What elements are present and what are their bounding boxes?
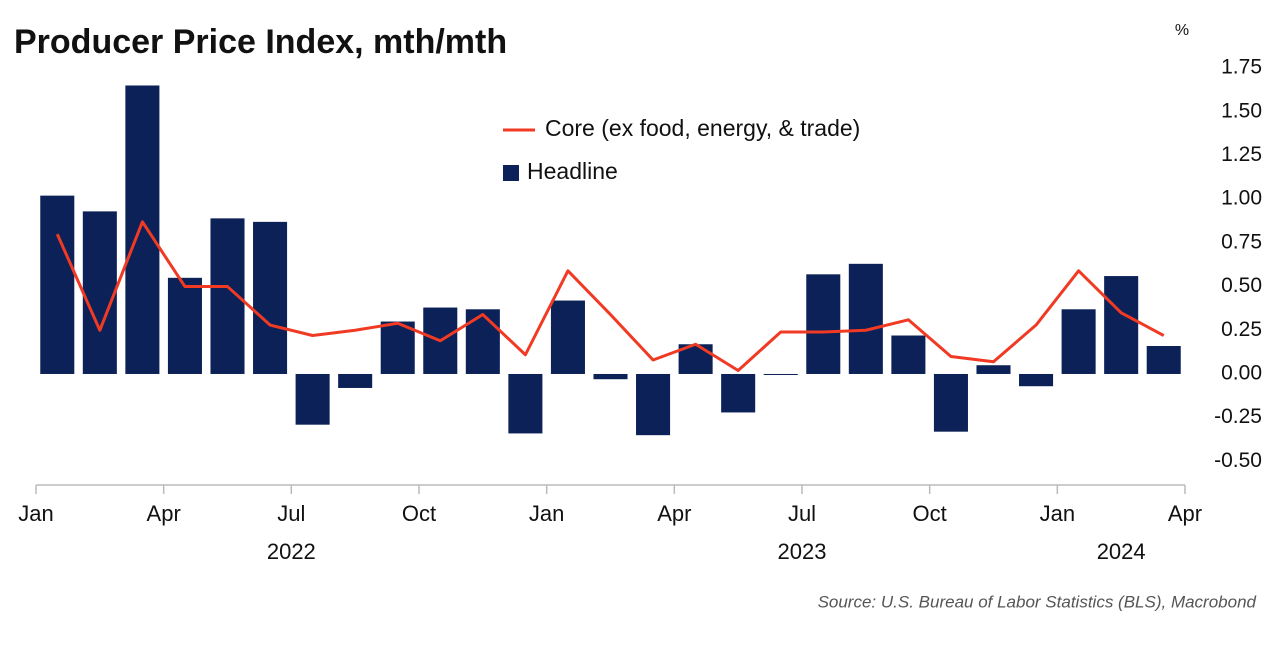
bar bbox=[508, 373, 543, 434]
y-tick-label: 1.00 bbox=[1221, 187, 1262, 210]
y-tick-label: 1.50 bbox=[1221, 99, 1262, 122]
x-tick-label: Jul bbox=[277, 501, 305, 526]
bar bbox=[1019, 373, 1054, 387]
chart-title: Producer Price Index, mth/mth bbox=[14, 23, 507, 61]
bar bbox=[593, 373, 628, 380]
y-unit: % bbox=[1175, 22, 1189, 39]
bar bbox=[550, 300, 585, 374]
y-tick-label: 1.75 bbox=[1221, 56, 1262, 79]
x-tick-label: Apr bbox=[657, 501, 691, 526]
bar bbox=[1061, 309, 1096, 374]
legend-label: Core (ex food, energy, & trade) bbox=[545, 115, 860, 141]
bar bbox=[721, 373, 756, 413]
bar bbox=[763, 373, 798, 375]
legend-swatch bbox=[503, 165, 519, 181]
bar bbox=[167, 277, 202, 374]
x-tick-label: Jan bbox=[1040, 501, 1075, 526]
bar bbox=[465, 309, 500, 374]
core-line bbox=[55, 220, 1165, 372]
bar bbox=[848, 263, 883, 374]
y-tick-label: 1.25 bbox=[1221, 143, 1262, 166]
y-tick-label: 0.75 bbox=[1221, 230, 1262, 253]
bar bbox=[891, 335, 926, 374]
year-label: 2022 bbox=[267, 539, 316, 564]
bar bbox=[295, 373, 330, 425]
bar bbox=[976, 365, 1011, 374]
x-tick-label: Oct bbox=[402, 501, 436, 526]
x-tick-label: Apr bbox=[147, 501, 181, 526]
bar bbox=[125, 85, 160, 374]
y-tick-label: -0.25 bbox=[1214, 405, 1262, 428]
y-tick-label: 0.00 bbox=[1221, 362, 1262, 385]
x-tick-label: Jan bbox=[18, 501, 53, 526]
year-label: 2024 bbox=[1097, 539, 1146, 564]
legend-label: Headline bbox=[527, 158, 618, 184]
year-label: 2023 bbox=[778, 539, 827, 564]
bar bbox=[1104, 276, 1139, 374]
x-tick-label: Apr bbox=[1168, 501, 1202, 526]
source-note: Source: U.S. Bureau of Labor Statistics … bbox=[818, 592, 1257, 611]
x-tick-label: Jan bbox=[529, 501, 564, 526]
bar bbox=[338, 373, 373, 388]
bar bbox=[636, 373, 671, 436]
bar bbox=[253, 221, 288, 374]
bar bbox=[1146, 346, 1181, 374]
bar bbox=[806, 274, 841, 374]
x-tick-label: Oct bbox=[913, 501, 947, 526]
y-tick-label: -0.50 bbox=[1214, 449, 1262, 472]
y-tick-label: 0.25 bbox=[1221, 318, 1262, 341]
bar bbox=[933, 373, 968, 432]
bar bbox=[82, 211, 117, 374]
y-tick-label: 0.50 bbox=[1221, 274, 1262, 297]
x-tick-label: Jul bbox=[788, 501, 816, 526]
bar bbox=[380, 321, 415, 374]
bar bbox=[40, 195, 75, 374]
